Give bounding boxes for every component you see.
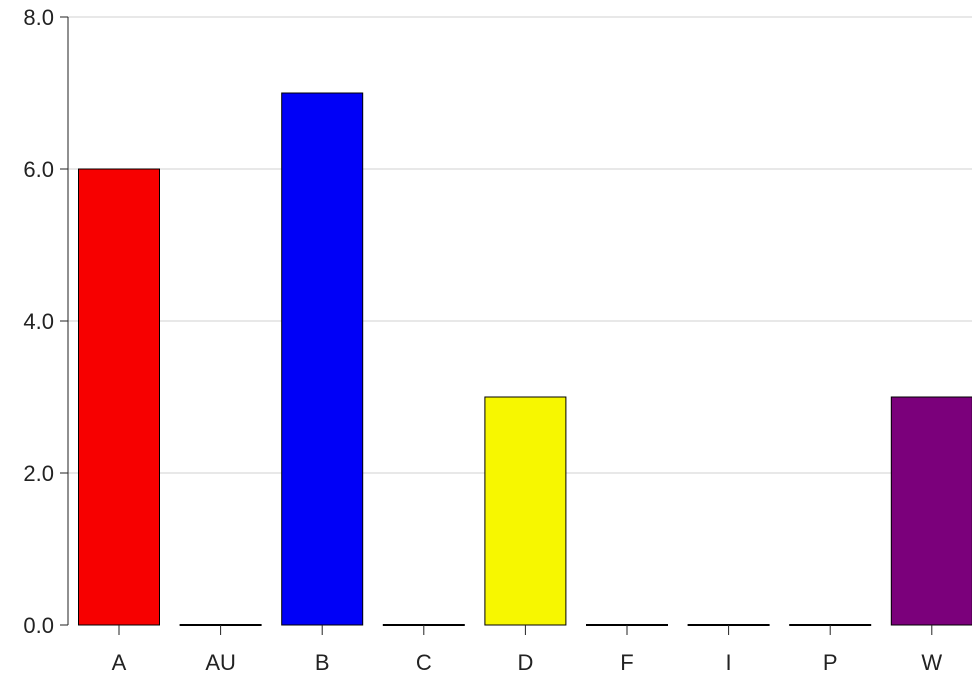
x-tick-label: W <box>921 650 942 675</box>
bar-a <box>78 168 160 626</box>
x-tick-label: B <box>315 650 330 675</box>
x-tick-label: A <box>112 650 127 675</box>
x-axis-ticks: A AU B C D F I P W <box>112 625 942 675</box>
x-tick-label: F <box>620 650 633 675</box>
bars <box>78 92 972 626</box>
y-tick-label: 2.0 <box>23 461 54 486</box>
y-tick-label: 0.0 <box>23 613 54 638</box>
y-tick-label: 6.0 <box>23 157 54 182</box>
y-tick-label: 8.0 <box>23 5 54 30</box>
x-tick-label: I <box>726 650 732 675</box>
x-tick-label: D <box>517 650 533 675</box>
x-tick-label: C <box>416 650 432 675</box>
bar-w <box>890 396 972 626</box>
x-tick-label: P <box>823 650 838 675</box>
x-tick-label: AU <box>205 650 236 675</box>
bar-d <box>484 396 567 626</box>
y-axis-ticks: 0.0 2.0 4.0 6.0 8.0 <box>23 5 68 638</box>
y-tick-label: 4.0 <box>23 309 54 334</box>
bar-b <box>281 92 364 626</box>
